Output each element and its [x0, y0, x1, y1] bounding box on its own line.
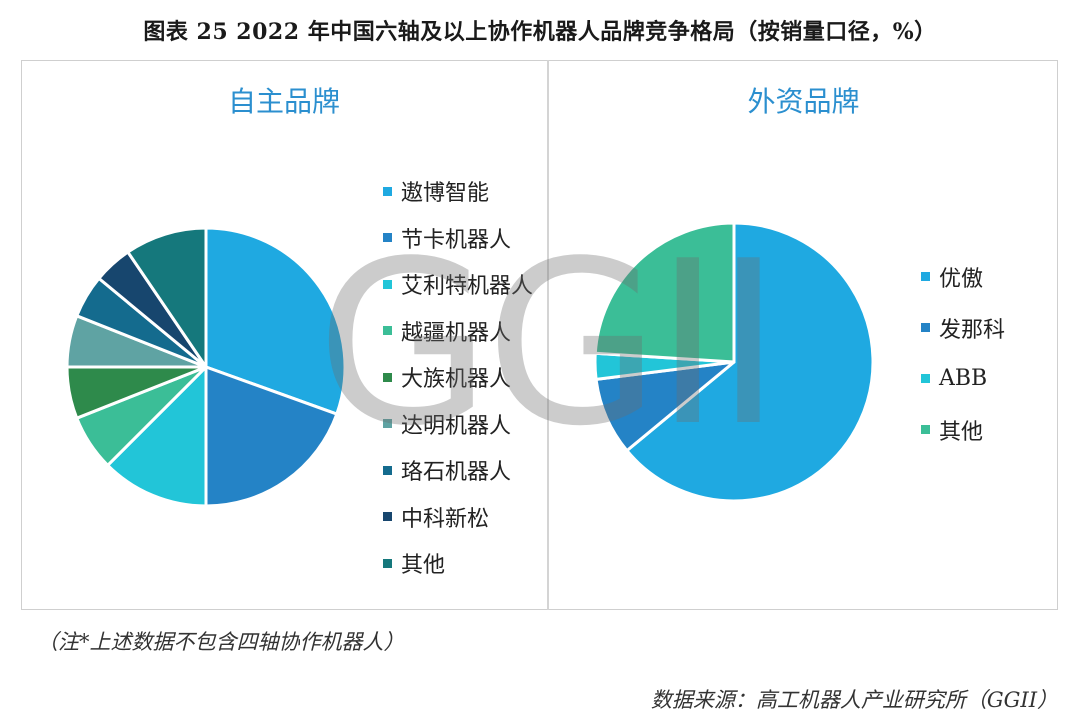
domestic-legend-label: 越疆机器人 — [401, 320, 512, 346]
domestic-legend-label: 其他 — [401, 553, 446, 579]
foreign-legend-label: 优傲 — [939, 266, 984, 292]
domestic-legend-label: 艾利特机器人 — [401, 274, 534, 300]
domestic-legend-swatch — [383, 419, 392, 429]
foreign-legend-swatch — [921, 323, 930, 332]
panel-divider — [547, 60, 549, 610]
domestic-legend-label: 遨博智能 — [401, 181, 490, 207]
foreign-legend-item: 优傲 — [921, 251, 1005, 302]
chart-frame — [21, 60, 1058, 610]
domestic-legend-item: 节卡机器人 — [383, 215, 533, 262]
domestic-legend-swatch — [383, 186, 392, 196]
foreign-legend-label: ABB — [939, 366, 988, 391]
foreign-slice-1 — [625, 221, 875, 503]
domestic-slice-2 — [204, 365, 339, 508]
foreign-legend-label: 发那科 — [939, 317, 1006, 343]
domestic-legend-swatch — [383, 465, 392, 475]
domestic-legend-item: 越疆机器人 — [383, 308, 533, 355]
pie-title-foreign: 外资品牌 — [747, 85, 860, 118]
domestic-legend-item: 达明机器人 — [383, 401, 533, 448]
legend-domestic: 遨博智能节卡机器人艾利特机器人 越疆机器人大族机器人达明机器人珞石机器人中科新松其… — [383, 168, 533, 587]
foreign-slice-4 — [593, 221, 736, 364]
domestic-legend-item: 珞石机器人 — [383, 447, 533, 494]
foreign-slice-2 — [594, 360, 736, 453]
domestic-legend-label: 达明机器人 — [401, 413, 512, 439]
domestic-legend-item: 遨博智能 — [383, 168, 533, 215]
domestic-legend-swatch — [383, 279, 392, 289]
domestic-legend-item: 艾利特机器人 — [383, 261, 533, 308]
domestic-slice-3 — [106, 365, 208, 508]
pie-chart-domestic — [65, 226, 347, 508]
legend-foreign: 优傲发那科 ABB 其他 — [921, 251, 1005, 455]
foreign-legend-label: 其他 — [939, 419, 984, 445]
figure-title: 图表 25 2022 年中国六轴及以上协作机器人品牌竞争格局（按销量口径，%） — [143, 19, 937, 45]
footnote: （注*上述数据不包含四轴协作机器人） — [37, 630, 405, 654]
foreign-legend-swatch — [921, 374, 930, 383]
domestic-legend-swatch — [383, 233, 392, 243]
domestic-slice-1 — [204, 226, 347, 416]
domestic-legend-swatch — [383, 558, 392, 568]
domestic-legend-label: 大族机器人 — [401, 367, 512, 393]
data-source: 数据来源：高工机器人产业研究所（GGII） — [650, 688, 1058, 712]
foreign-legend-item: ABB — [921, 353, 1005, 404]
foreign-legend-item: 其他 — [921, 404, 1005, 455]
pie-title-domestic: 自主品牌 — [227, 85, 340, 118]
pie-chart-foreign — [593, 221, 875, 503]
domestic-legend-swatch — [383, 512, 392, 522]
foreign-legend-item: 发那科 — [921, 302, 1005, 353]
domestic-legend-label: 珞石机器人 — [401, 460, 512, 486]
panel-domestic-brands: 自主品牌 遨博智能节卡机器人艾利特机器人 越疆机器人大族机器人达明机器人珞石机器人… — [21, 60, 547, 610]
panel-foreign-brands: 外资品牌 优傲发那科 ABB 其他 — [549, 60, 1058, 610]
domestic-slice-9 — [126, 226, 208, 369]
domestic-legend-item: 中科新松 — [383, 494, 533, 541]
domestic-legend-label: 节卡机器人 — [401, 227, 512, 253]
foreign-legend-swatch — [921, 272, 930, 281]
domestic-legend-item: 其他 — [383, 540, 533, 587]
domestic-legend-item: 大族机器人 — [383, 354, 533, 401]
foreign-legend-swatch — [921, 425, 930, 434]
domestic-legend-swatch — [383, 326, 392, 336]
domestic-legend-swatch — [383, 372, 392, 382]
domestic-legend-label: 中科新松 — [401, 506, 490, 532]
